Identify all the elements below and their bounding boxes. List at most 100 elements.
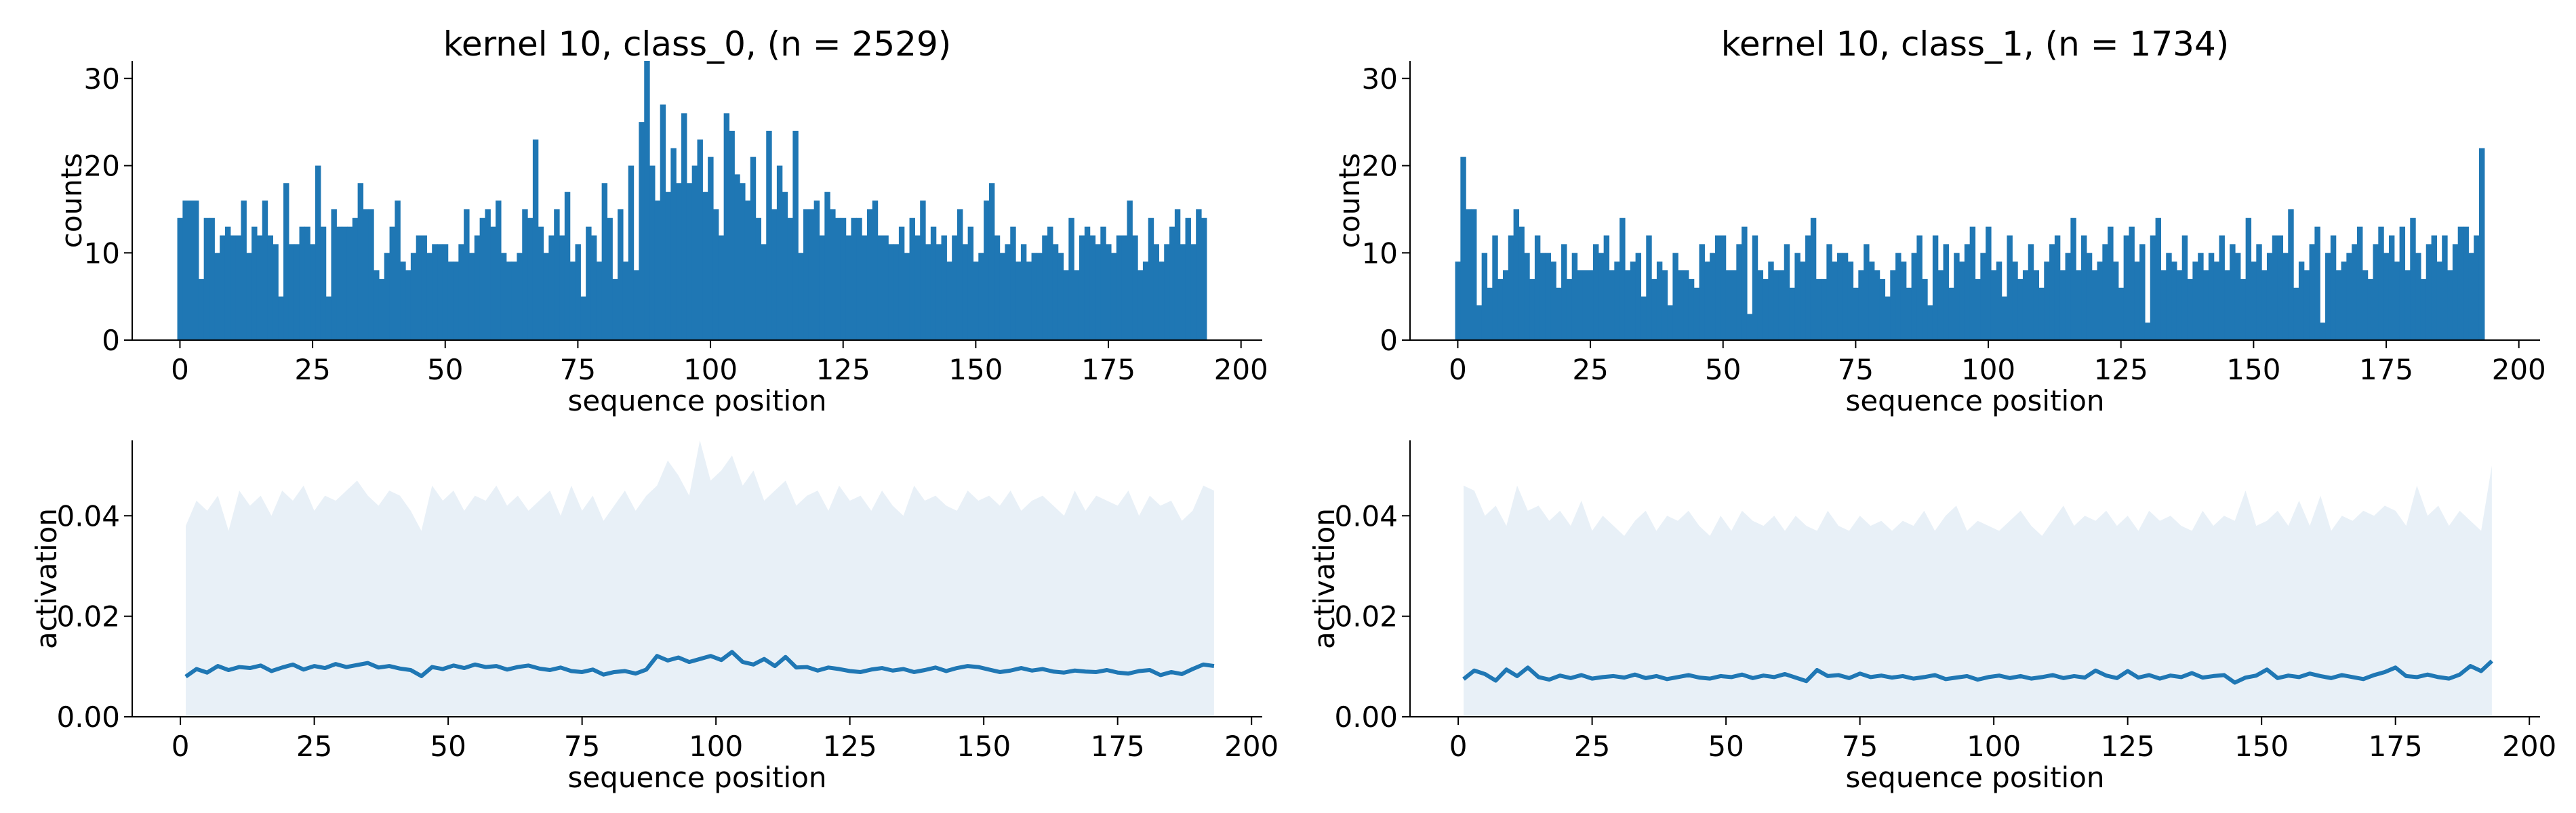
- x-tick-label: 50: [1705, 353, 1741, 386]
- bar: [1879, 278, 1886, 340]
- y-tick-label: 0.00: [1334, 701, 1398, 734]
- bar: [1980, 253, 1986, 340]
- y-axis-label: activation: [1308, 508, 1341, 649]
- bar: [1990, 270, 1997, 340]
- bar: [2166, 253, 2172, 340]
- bar: [241, 201, 247, 340]
- x-axis-label: sequence position: [567, 384, 826, 417]
- bar: [1100, 226, 1106, 340]
- bar: [1646, 235, 1652, 340]
- bar: [315, 165, 321, 340]
- bar: [590, 235, 597, 340]
- chart-title: kernel 10, class_1, (n = 1734): [1721, 24, 2230, 64]
- bar: [877, 235, 884, 340]
- bar: [1954, 253, 1960, 340]
- x-tick-label: 125: [823, 730, 877, 763]
- bar: [1471, 209, 1477, 340]
- bar: [2352, 244, 2358, 340]
- bar: [888, 244, 894, 340]
- bar: [2277, 235, 2284, 340]
- y-tick-label: 0: [102, 324, 120, 357]
- bar: [2224, 270, 2230, 340]
- bar: [952, 235, 958, 340]
- bar: [1598, 253, 1605, 340]
- bar: [628, 165, 635, 340]
- x-tick-label: 75: [1842, 730, 1878, 763]
- bar: [740, 183, 746, 340]
- bar: [851, 217, 857, 340]
- bar: [468, 253, 475, 340]
- bar: [532, 139, 539, 340]
- bar: [1164, 244, 1170, 340]
- bar: [188, 201, 194, 340]
- series-line: [184, 650, 1215, 679]
- bar: [962, 244, 969, 340]
- bar: [479, 217, 486, 340]
- bar: [1466, 209, 1472, 340]
- bar: [1864, 244, 1870, 340]
- bar: [1943, 244, 1949, 340]
- bar: [342, 226, 348, 340]
- bar: [787, 217, 793, 340]
- bar: [2049, 244, 2055, 340]
- bar: [2288, 209, 2294, 340]
- bar: [2017, 278, 2024, 340]
- bar: [1502, 270, 1509, 340]
- bar: [2420, 278, 2427, 340]
- bar: [2076, 270, 2082, 340]
- bar: [2123, 235, 2130, 340]
- bar: [999, 253, 1006, 340]
- bar: [1577, 270, 1583, 340]
- bar: [389, 226, 396, 340]
- bar: [1624, 270, 1631, 340]
- bar: [1710, 253, 1716, 340]
- series-line: [1462, 659, 2493, 685]
- bar: [1651, 278, 1657, 340]
- bar: [1927, 305, 1933, 340]
- bar: [676, 183, 682, 340]
- bar: [1853, 287, 1859, 340]
- bar: [893, 244, 900, 340]
- bar: [2150, 235, 2156, 340]
- bar: [2012, 262, 2018, 340]
- y-tick-label: 20: [84, 150, 120, 183]
- bar: [2404, 270, 2411, 340]
- bar: [2181, 235, 2188, 340]
- bar: [830, 209, 836, 340]
- bar: [2298, 262, 2305, 340]
- x-tick-label: 0: [171, 353, 189, 386]
- bar: [691, 165, 698, 340]
- bar: [2388, 235, 2395, 340]
- bar: [2187, 278, 2193, 340]
- bar: [1906, 287, 1912, 340]
- bar: [267, 235, 273, 340]
- x-tick-label: 50: [1708, 730, 1744, 763]
- bar: [1699, 244, 1705, 340]
- bar: [1815, 278, 1822, 340]
- bar: [2240, 278, 2247, 340]
- x-tick-label: 100: [689, 730, 743, 763]
- bar: [1095, 244, 1101, 340]
- y-tick-label: 0.02: [1334, 600, 1398, 633]
- bar: [1996, 262, 2003, 340]
- bar: [2330, 235, 2337, 340]
- x-tick-label: 25: [1572, 353, 1608, 386]
- bar: [1720, 235, 1727, 340]
- chart-panel: 0 25 50 75 100 125 150 175 200 0.00 0.02 0.04 sequen…: [1308, 440, 2556, 794]
- bar: [1672, 253, 1678, 340]
- bar: [1058, 253, 1064, 340]
- y-tick-label: 10: [84, 236, 120, 270]
- bar: [2356, 226, 2363, 340]
- bar: [2335, 270, 2342, 340]
- bar: [973, 262, 979, 340]
- bar: [405, 270, 411, 340]
- bar: [2325, 253, 2331, 340]
- bar: [909, 217, 915, 340]
- bar: [203, 217, 210, 340]
- bar: [2160, 270, 2167, 340]
- bar: [2478, 148, 2485, 340]
- bar: [1810, 217, 1817, 340]
- bar: [1513, 209, 1520, 340]
- x-tick-label: 125: [816, 353, 870, 386]
- bar: [474, 235, 481, 340]
